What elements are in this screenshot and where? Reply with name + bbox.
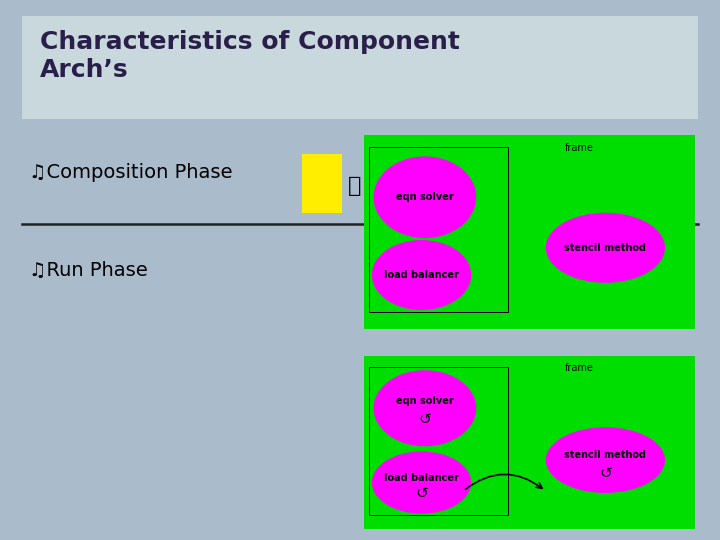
Text: ↺: ↺ (418, 412, 431, 427)
Text: frame: frame (564, 363, 593, 373)
Text: load balancer: load balancer (384, 270, 459, 280)
Text: stencil method: stencil method (564, 243, 647, 253)
Text: ↺: ↺ (415, 486, 428, 501)
Text: Characteristics of Component
Arch’s: Characteristics of Component Arch’s (40, 30, 459, 83)
Text: ♫Composition Phase: ♫Composition Phase (29, 163, 233, 183)
Ellipse shape (372, 240, 472, 310)
FancyArrowPatch shape (465, 474, 542, 489)
Bar (22, 16, 698, 119)
Text: stencil method: stencil method (564, 450, 647, 460)
Ellipse shape (374, 157, 476, 238)
Text: eqn solver: eqn solver (396, 192, 454, 202)
Ellipse shape (374, 370, 476, 446)
Text: ♫Run Phase: ♫Run Phase (29, 260, 148, 280)
Bar (364, 135, 695, 329)
Ellipse shape (372, 451, 472, 514)
Text: ↺: ↺ (599, 465, 612, 481)
Bar (369, 367, 508, 515)
Text: frame: frame (564, 143, 593, 153)
Ellipse shape (546, 427, 665, 493)
Text: load balancer: load balancer (384, 472, 459, 483)
Text: eqn solver: eqn solver (396, 396, 454, 406)
Bar (302, 154, 342, 213)
Ellipse shape (546, 213, 665, 283)
Bar (369, 147, 508, 312)
Text: 👉: 👉 (348, 176, 361, 195)
Bar (364, 356, 695, 529)
